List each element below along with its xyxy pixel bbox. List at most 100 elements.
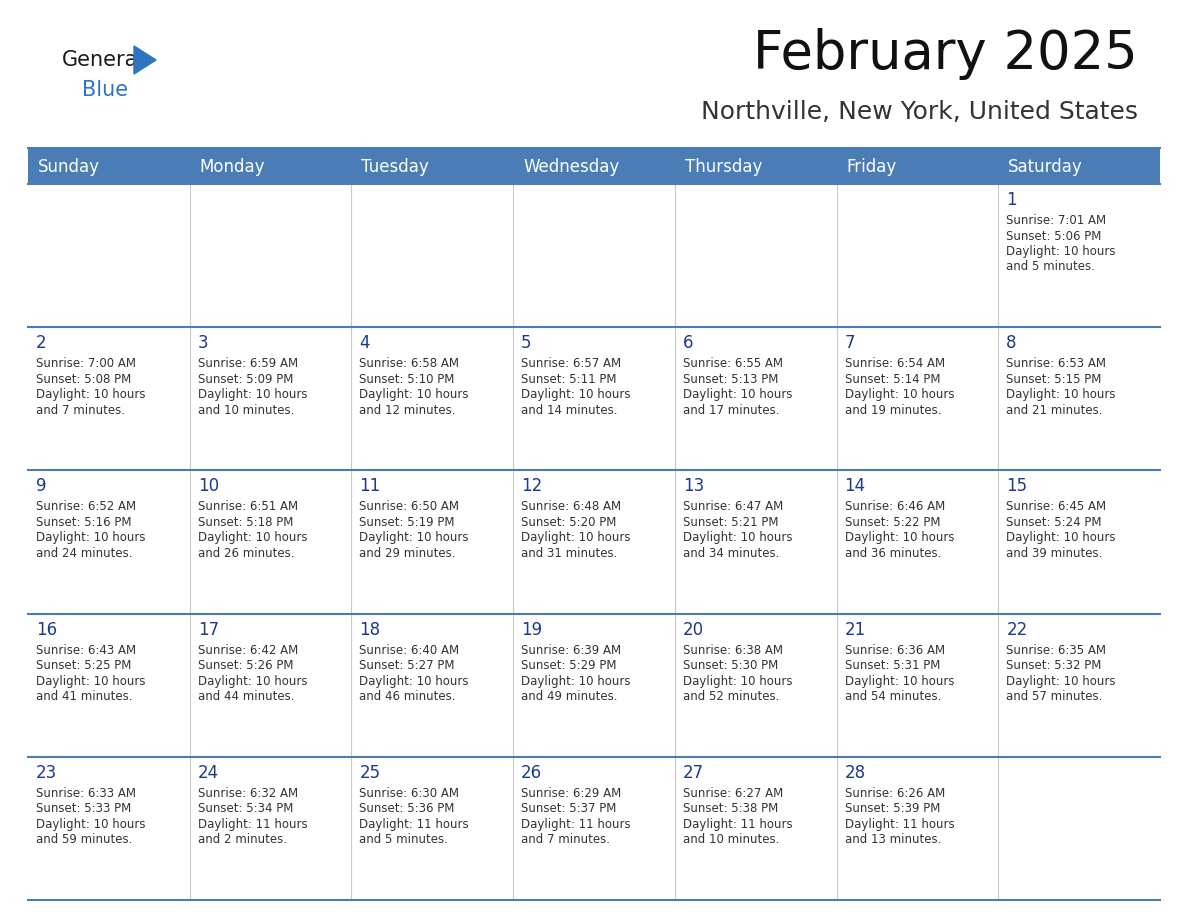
Text: Sunset: 5:24 PM: Sunset: 5:24 PM [1006,516,1101,529]
Text: Sunrise: 6:58 AM: Sunrise: 6:58 AM [360,357,460,370]
Text: Daylight: 10 hours: Daylight: 10 hours [360,388,469,401]
Bar [513,470,675,613]
Text: Sunrise: 6:30 AM: Sunrise: 6:30 AM [360,787,460,800]
Text: and 59 minutes.: and 59 minutes. [36,834,132,846]
Text: Sunday: Sunday [38,158,100,176]
Text: Sunrise: 6:59 AM: Sunrise: 6:59 AM [197,357,298,370]
Bar [352,184,513,327]
Bar [513,613,675,756]
Text: Sunset: 5:26 PM: Sunset: 5:26 PM [197,659,293,672]
Text: Sunset: 5:39 PM: Sunset: 5:39 PM [845,802,940,815]
Text: Sunset: 5:18 PM: Sunset: 5:18 PM [197,516,293,529]
Text: 1: 1 [1006,191,1017,209]
Bar [675,756,836,900]
Text: Sunrise: 6:43 AM: Sunrise: 6:43 AM [36,644,137,656]
Text: Sunrise: 6:51 AM: Sunrise: 6:51 AM [197,500,298,513]
Text: Daylight: 11 hours: Daylight: 11 hours [360,818,469,831]
Text: 20: 20 [683,621,704,639]
Bar [675,613,836,756]
Text: and 26 minutes.: and 26 minutes. [197,547,295,560]
Text: Sunset: 5:14 PM: Sunset: 5:14 PM [845,373,940,386]
Text: and 14 minutes.: and 14 minutes. [522,404,618,417]
Text: February 2025: February 2025 [753,28,1138,80]
Text: Sunrise: 6:29 AM: Sunrise: 6:29 AM [522,787,621,800]
Text: 25: 25 [360,764,380,782]
Text: Northville, New York, United States: Northville, New York, United States [701,100,1138,124]
Text: and 29 minutes.: and 29 minutes. [360,547,456,560]
Text: Sunset: 5:38 PM: Sunset: 5:38 PM [683,802,778,815]
Text: Daylight: 10 hours: Daylight: 10 hours [683,675,792,688]
Text: Saturday: Saturday [1009,158,1083,176]
Text: Monday: Monday [200,158,265,176]
Text: 27: 27 [683,764,704,782]
Text: 8: 8 [1006,334,1017,353]
Bar [190,613,352,756]
Text: and 34 minutes.: and 34 minutes. [683,547,779,560]
Bar [513,327,675,470]
Bar [29,148,1159,184]
Text: Sunrise: 6:35 AM: Sunrise: 6:35 AM [1006,644,1106,656]
Text: and 10 minutes.: and 10 minutes. [197,404,295,417]
Text: Daylight: 10 hours: Daylight: 10 hours [522,675,631,688]
Text: Daylight: 11 hours: Daylight: 11 hours [197,818,308,831]
Text: and 39 minutes.: and 39 minutes. [1006,547,1102,560]
Text: 14: 14 [845,477,866,496]
Bar [675,184,836,327]
Text: Sunset: 5:06 PM: Sunset: 5:06 PM [1006,230,1101,242]
Text: Daylight: 10 hours: Daylight: 10 hours [360,675,469,688]
Text: Wednesday: Wednesday [523,158,619,176]
Bar [998,470,1159,613]
Bar [675,327,836,470]
Text: Sunset: 5:32 PM: Sunset: 5:32 PM [1006,659,1101,672]
Text: 15: 15 [1006,477,1028,496]
Text: 17: 17 [197,621,219,639]
Text: 5: 5 [522,334,532,353]
Text: Sunset: 5:22 PM: Sunset: 5:22 PM [845,516,940,529]
Text: Sunset: 5:09 PM: Sunset: 5:09 PM [197,373,293,386]
Text: Daylight: 10 hours: Daylight: 10 hours [36,675,145,688]
Text: Daylight: 10 hours: Daylight: 10 hours [845,388,954,401]
Text: 19: 19 [522,621,542,639]
Text: Daylight: 10 hours: Daylight: 10 hours [1006,245,1116,258]
Text: Sunrise: 6:40 AM: Sunrise: 6:40 AM [360,644,460,656]
Text: 3: 3 [197,334,208,353]
Bar [29,756,190,900]
Text: Daylight: 10 hours: Daylight: 10 hours [36,818,145,831]
Text: Sunrise: 6:46 AM: Sunrise: 6:46 AM [845,500,944,513]
Text: Daylight: 11 hours: Daylight: 11 hours [683,818,792,831]
Text: Sunset: 5:36 PM: Sunset: 5:36 PM [360,802,455,815]
Text: Sunset: 5:13 PM: Sunset: 5:13 PM [683,373,778,386]
Text: and 17 minutes.: and 17 minutes. [683,404,779,417]
Bar [836,470,998,613]
Text: Sunrise: 7:01 AM: Sunrise: 7:01 AM [1006,214,1106,227]
Text: Sunrise: 6:32 AM: Sunrise: 6:32 AM [197,787,298,800]
Bar [998,327,1159,470]
Text: Daylight: 10 hours: Daylight: 10 hours [683,532,792,544]
Text: Daylight: 10 hours: Daylight: 10 hours [360,532,469,544]
Bar [836,327,998,470]
Text: 26: 26 [522,764,542,782]
Text: and 52 minutes.: and 52 minutes. [683,690,779,703]
Text: Sunrise: 6:26 AM: Sunrise: 6:26 AM [845,787,944,800]
Text: Daylight: 10 hours: Daylight: 10 hours [197,532,308,544]
Text: Sunset: 5:15 PM: Sunset: 5:15 PM [1006,373,1101,386]
Text: Sunrise: 6:48 AM: Sunrise: 6:48 AM [522,500,621,513]
Text: Blue: Blue [82,80,128,100]
Text: 11: 11 [360,477,380,496]
Bar [675,470,836,613]
Text: and 36 minutes.: and 36 minutes. [845,547,941,560]
Text: Sunrise: 6:50 AM: Sunrise: 6:50 AM [360,500,460,513]
Text: and 10 minutes.: and 10 minutes. [683,834,779,846]
Text: Sunset: 5:11 PM: Sunset: 5:11 PM [522,373,617,386]
Text: Sunset: 5:20 PM: Sunset: 5:20 PM [522,516,617,529]
Text: 16: 16 [36,621,57,639]
Bar [190,756,352,900]
Text: Sunset: 5:16 PM: Sunset: 5:16 PM [36,516,132,529]
Text: Daylight: 10 hours: Daylight: 10 hours [683,388,792,401]
Bar [998,613,1159,756]
Text: Daylight: 10 hours: Daylight: 10 hours [845,532,954,544]
Text: Daylight: 10 hours: Daylight: 10 hours [197,388,308,401]
Text: 4: 4 [360,334,369,353]
Bar [29,470,190,613]
Polygon shape [134,46,156,74]
